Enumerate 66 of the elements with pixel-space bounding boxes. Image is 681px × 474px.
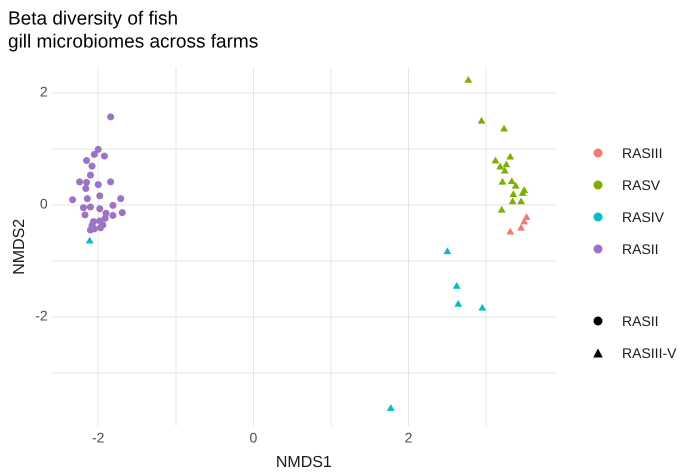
point: [452, 282, 461, 289]
point: [80, 204, 87, 212]
point: [118, 209, 126, 216]
y-axis-title: NMDS2: [11, 218, 28, 275]
point: [107, 178, 114, 186]
point: [109, 202, 116, 209]
point: [506, 228, 514, 234]
point: [109, 212, 116, 219]
point: [86, 172, 94, 179]
point: [500, 124, 508, 132]
point: [86, 236, 94, 244]
point: [443, 247, 452, 254]
point: [94, 181, 102, 188]
point: [84, 195, 91, 202]
point: [498, 206, 506, 213]
y-tick-label: 2: [40, 84, 48, 100]
point: [508, 198, 516, 204]
point: [96, 192, 104, 200]
point: [82, 185, 90, 192]
x-tick-label: 2: [404, 429, 413, 446]
point: [386, 404, 395, 411]
x-axis-title: NMDS1: [276, 454, 332, 471]
point: [520, 218, 528, 224]
legend-label: RASII: [622, 241, 659, 257]
point: [90, 150, 98, 158]
point: [97, 224, 104, 232]
point: [502, 160, 510, 168]
text: RASIII-V: [622, 345, 676, 361]
point: [82, 211, 89, 218]
point: [83, 178, 90, 186]
point: [517, 198, 525, 204]
point: [117, 195, 124, 202]
point: [478, 116, 486, 124]
point: [100, 152, 108, 160]
point: [517, 224, 525, 231]
point: [86, 204, 94, 211]
point: [464, 76, 472, 83]
point: [512, 182, 520, 189]
point: [478, 304, 486, 311]
x-tick-label: -2: [92, 429, 105, 446]
point: [506, 152, 514, 160]
y-tick-label: 0: [40, 196, 48, 212]
chart-title: Beta diversity of fish gill microbiomes across farms: [8, 8, 258, 52]
point: [500, 166, 509, 174]
legend-label: RASIV: [622, 209, 664, 225]
point: [94, 146, 102, 153]
y-tick-label: -2: [35, 308, 48, 324]
point: [509, 190, 518, 197]
point: [76, 178, 84, 186]
point: [96, 205, 104, 212]
point: [454, 300, 462, 307]
point: [518, 189, 527, 196]
point: [83, 157, 90, 164]
point: [86, 226, 94, 234]
point: [102, 214, 109, 222]
x-tick-label: 0: [249, 429, 258, 446]
text: RASII: [622, 313, 659, 329]
legend-label: RASIII: [622, 145, 662, 161]
point: [88, 162, 96, 170]
legend-label: RASV: [622, 177, 660, 193]
point: [107, 113, 114, 120]
point: [496, 162, 504, 170]
point: [69, 196, 76, 204]
point: [508, 177, 516, 184]
point: [492, 156, 500, 164]
point: [498, 178, 506, 185]
